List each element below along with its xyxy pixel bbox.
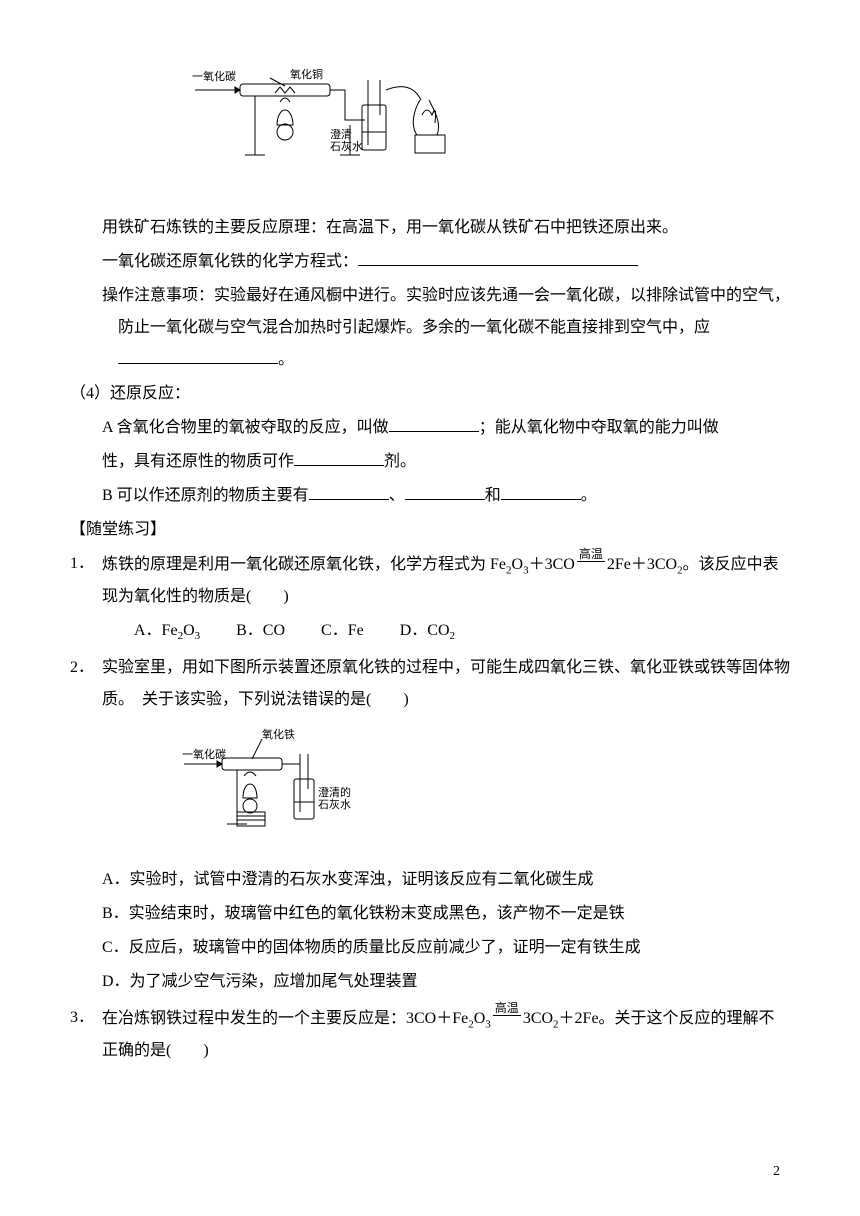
- page-number: 2: [773, 1158, 780, 1186]
- q2-opt-d: D．为了减少空气污染，应增加尾气处理装置: [102, 966, 790, 998]
- blank-equation: [358, 247, 638, 266]
- eq-arrow-1: 高温: [575, 548, 607, 572]
- blank-b2: [405, 481, 485, 500]
- sec4-b-sep2: 和: [485, 487, 501, 504]
- q1-opt-a: A．Fe2O3: [134, 615, 200, 647]
- sec4-b-sep1: 、: [389, 487, 405, 504]
- label-co: 一氧化碳: [192, 69, 236, 83]
- q1-opt-d: D．CO2: [400, 615, 455, 647]
- label2-lime2: 石灰水: [318, 797, 351, 811]
- label-lime-1: 澄清: [330, 127, 352, 141]
- q1-options: A．Fe2O3 B．CO C．Fe D．CO2: [102, 615, 790, 647]
- intro-p1: 用铁矿石炼铁的主要反应原理：在高温下，用一氧化碳从铁矿石中把铁还原出来。: [70, 212, 790, 244]
- intro-p3-text: 操作注意事项：实验最好在通风橱中进行。实验时应该先通一会一氧化碳，以排除试管中的…: [102, 287, 790, 336]
- question-1: 1． 炼铁的原理是利用一氧化碳还原氧化铁，化学方程式为 Fe2O3＋3CO高温 …: [70, 548, 790, 650]
- question-2: 2． 实验室里，用如下图所示装置还原氧化铁的过程中，可能生成四氧化三铁、氧化亚铁…: [70, 652, 790, 1000]
- diagram-co-cuo: 一氧化碳 氧化铜 澄清 石灰水: [70, 60, 790, 212]
- sec4-a: A 含氧化合物里的氧被夺取的反应，叫做 ；能从氧化物中夺取氧的能力叫做: [70, 412, 790, 444]
- section-4-title: （4）还原反应：: [70, 378, 790, 410]
- blank-agent: [294, 447, 384, 466]
- q2-opt-a: A．实验时，试管中澄清的石灰水变浑浊，证明该反应有二氧化碳生成: [102, 864, 790, 896]
- q1-opt-b: B．CO: [236, 615, 285, 647]
- blank-handling: [118, 345, 278, 364]
- apparatus-diagram-2: 一氧化碳 氧化铁 澄清的 石灰水: [182, 724, 382, 844]
- q2-body: 实验室里，用如下图所示装置还原氧化铁的过程中，可能生成四氧化三铁、氧化亚铁或铁等…: [102, 652, 790, 1000]
- q1-body: 炼铁的原理是利用一氧化碳还原氧化铁，化学方程式为 Fe2O3＋3CO高温 2Fe…: [102, 548, 790, 650]
- sec4-a-mid: ；能从氧化物中夺取氧的能力叫做: [479, 419, 719, 436]
- sec4-a-line2: 性，具有还原性的物质可作 剂。: [70, 446, 790, 478]
- question-3: 3． 在冶炼钢铁过程中发生的一个主要反应是：3CO＋Fe2O3高温 3CO2＋2…: [70, 1002, 790, 1067]
- sec4-a2-pre: 性，具有还原性的物质可作: [102, 453, 294, 470]
- blank-reduction-name: [389, 413, 479, 432]
- intro-p3: 操作注意事项：实验最好在通风橱中进行。实验时应该先通一会一氧化碳，以排除试管中的…: [70, 280, 790, 376]
- intro-p2: 一氧化碳还原氧化铁的化学方程式：: [70, 246, 790, 278]
- q2-opt-c: C．反应后，玻璃管中的固体物质的质量比反应前减少了，证明一定有铁生成: [102, 932, 790, 964]
- intro-p3-post: 。: [278, 351, 294, 368]
- q1-opt-c: C．Fe: [321, 615, 364, 647]
- sec4-a-pre: A 含氧化合物里的氧被夺取的反应，叫做: [102, 419, 389, 436]
- q2-opt-b: B．实验结束时，玻璃管中红色的氧化铁粉末变成黑色，该产物不一定是铁: [102, 898, 790, 930]
- eq-top-1: 高温: [577, 548, 605, 562]
- blank-b1: [309, 481, 389, 500]
- q3-t2: O: [474, 1010, 486, 1027]
- apparatus-diagram-1: 一氧化碳 氧化铜 澄清 石灰水: [190, 60, 470, 180]
- eq-top-2: 高温: [493, 1002, 521, 1016]
- q1-num: 1．: [70, 548, 102, 650]
- q2-text: 实验室里，用如下图所示装置还原氧化铁的过程中，可能生成四氧化三铁、氧化亚铁或铁等…: [102, 659, 790, 708]
- practice-header: 【随堂练习】: [70, 514, 790, 546]
- label-cuo: 氧化铜: [290, 67, 323, 81]
- label2-lime1: 澄清的: [318, 785, 351, 799]
- q1-t3: ＋3CO: [529, 556, 575, 573]
- q3-t1: 在冶炼钢铁过程中发生的一个主要反应是：3CO＋Fe: [102, 1010, 468, 1027]
- q3-t3: 3CO: [523, 1010, 553, 1027]
- sec4-b-post: 。: [581, 487, 597, 504]
- label2-co: 一氧化碳: [182, 747, 226, 761]
- q1-t1: 炼铁的原理是利用一氧化碳还原氧化铁，化学方程式为 Fe: [102, 556, 506, 573]
- eq-arrow-2: 高温: [491, 1002, 523, 1026]
- q2-num: 2．: [70, 652, 102, 1000]
- diagram-co-feo: 一氧化碳 氧化铁 澄清的 石灰水: [102, 716, 790, 864]
- q1-t4: 2Fe＋3CO: [607, 556, 677, 573]
- q3-body: 在冶炼钢铁过程中发生的一个主要反应是：3CO＋Fe2O3高温 3CO2＋2Fe。…: [102, 1002, 790, 1067]
- label2-feo: 氧化铁: [262, 727, 295, 741]
- q3-num: 3．: [70, 1002, 102, 1067]
- q1-t2: O: [512, 556, 524, 573]
- label-lime-2: 石灰水: [330, 139, 363, 153]
- sec4-a2-post: 剂。: [384, 453, 416, 470]
- sec4-b: B 可以作还原剂的物质主要有 、 和 。: [70, 480, 790, 512]
- intro-p2-text: 一氧化碳还原氧化铁的化学方程式：: [102, 253, 358, 270]
- blank-b3: [501, 481, 581, 500]
- sec4-b-pre: B 可以作还原剂的物质主要有: [102, 487, 309, 504]
